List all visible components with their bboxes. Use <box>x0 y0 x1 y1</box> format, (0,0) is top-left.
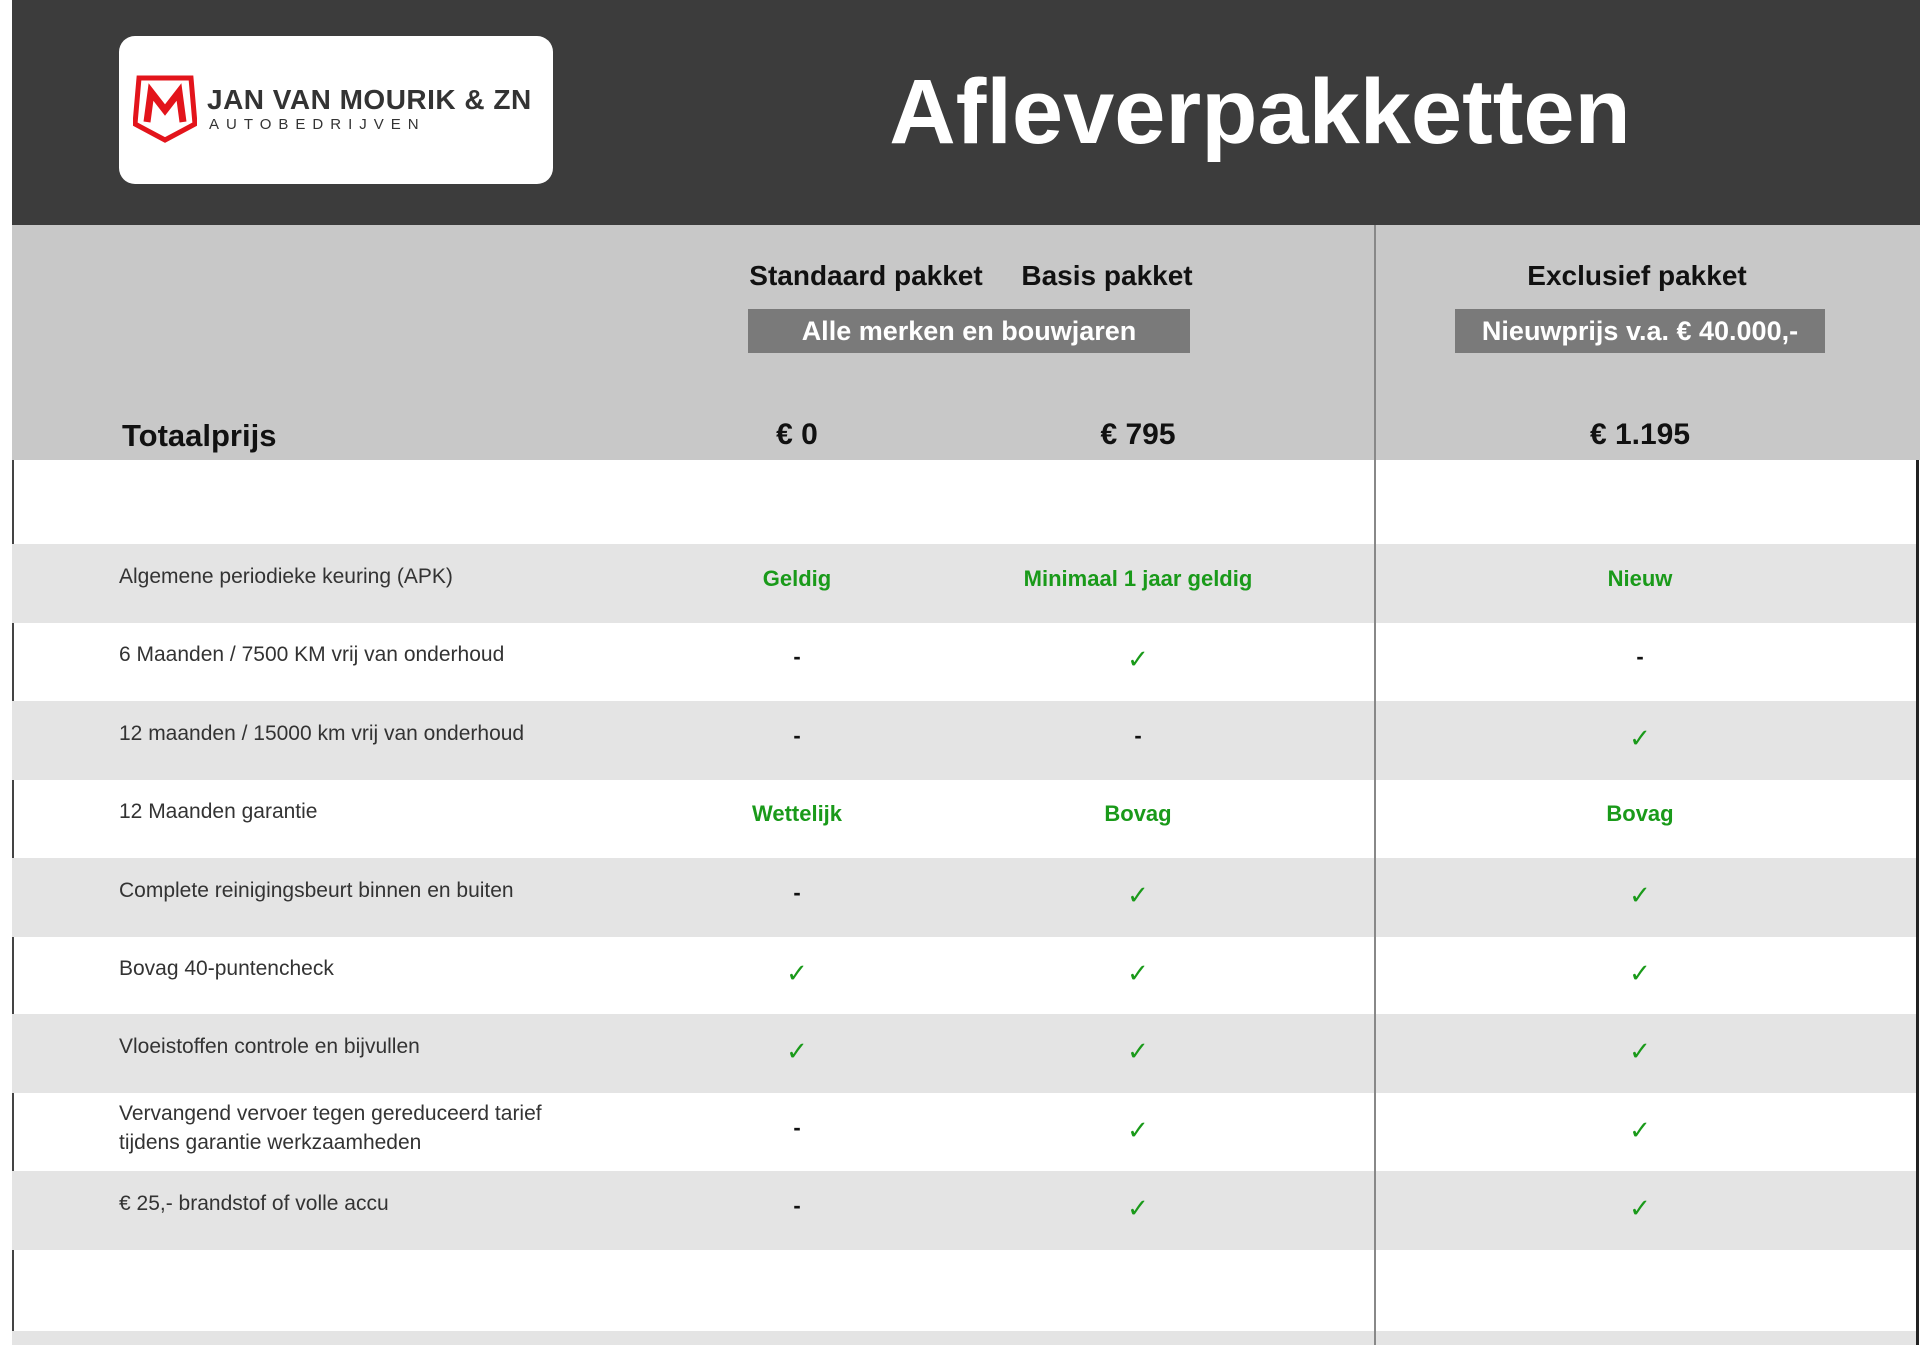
shield-logo-icon <box>133 75 197 143</box>
logo-name: JAN VAN MOURIK & ZN <box>207 84 532 115</box>
column-standaard: Standaard pakket <box>749 260 983 291</box>
row-value: Bovag <box>1606 801 1674 827</box>
check-icon: ✓ <box>1629 722 1651 753</box>
row-value: - <box>793 644 801 670</box>
table-row: Bovag 40-puntencheck ✓ ✓ ✓ <box>12 936 1917 1015</box>
row-label: € 25,- brandstof of volle accu <box>119 1192 389 1216</box>
row-value: - <box>793 879 801 905</box>
row-value: Bovag <box>1104 801 1172 827</box>
column-divider <box>1374 225 1376 1345</box>
check-icon: ✓ <box>786 1036 808 1067</box>
row-value: - <box>793 722 801 748</box>
row-value: - <box>793 1193 801 1219</box>
row-label: 12 Maanden garantie <box>119 800 318 824</box>
check-icon: ✓ <box>1127 1114 1149 1145</box>
table-row: 6 Maanden / 7500 KM vrij van onderhoud - ✓… <box>12 622 1917 701</box>
row-label: Complete reinigingsbeurt binnen en buite… <box>119 878 514 902</box>
check-icon: ✓ <box>1127 1036 1149 1067</box>
note-all-brands: Alle merken en bouwjaren <box>748 309 1190 353</box>
check-icon: ✓ <box>1629 1114 1651 1145</box>
row-label: Vervangend vervoer tegen gereduceerd tar… <box>119 1101 542 1154</box>
table-row: Complete reinigingsbeurt binnen en buite… <box>12 857 1917 937</box>
check-icon: ✓ <box>1127 958 1149 988</box>
right-border <box>1916 460 1919 1345</box>
price-standaard: € 0 <box>776 418 818 451</box>
logo-subtitle: AUTOBEDRIJVEN <box>209 116 426 133</box>
check-icon: ✓ <box>1127 1193 1149 1224</box>
total-label: Totaalprijs <box>122 418 277 453</box>
table-row: 12 maanden / 15000 km vrij van onderhoud… <box>12 700 1917 780</box>
row-value: - <box>793 1114 801 1140</box>
row-value: - <box>1636 644 1644 670</box>
table-row: € 25,- brandstof of volle accu - ✓ ✓ <box>12 1171 1917 1251</box>
check-icon: ✓ <box>1127 644 1149 675</box>
row-value: - <box>1134 722 1142 748</box>
check-icon: ✓ <box>1629 1193 1651 1224</box>
column-exclusief: Exclusief pakket <box>1527 260 1747 291</box>
row-label: 12 maanden / 15000 km vrij van onderhoud <box>119 721 525 745</box>
table-row: Vloeistoffen controle en bijvullen ✓ ✓ ✓ <box>12 1014 1917 1094</box>
row-label: Bovag 40-puntencheck <box>119 957 334 980</box>
check-icon: ✓ <box>1629 958 1651 988</box>
logo: JAN VAN MOURIK & ZN AUTOBEDRIJVEN <box>119 36 553 184</box>
price-basis: € 795 <box>1100 418 1176 451</box>
column-basis: Basis pakket <box>1021 260 1193 291</box>
bottom-stripe <box>12 1331 1917 1345</box>
row-label: 6 Maanden / 7500 KM vrij van onderhoud <box>119 643 505 667</box>
row-label: Vloeistoffen controle en bijvullen <box>119 1035 420 1059</box>
check-icon: ✓ <box>1127 879 1149 910</box>
row-value: Minimaal 1 jaar geldig <box>1023 566 1253 591</box>
table-row: 12 Maanden garantie Wettelijk Bovag Bovag <box>12 779 1917 858</box>
row-value: Wettelijk <box>751 801 843 827</box>
row-label: Algemene periodieke keuring (APK) <box>119 565 453 588</box>
check-icon: ✓ <box>1629 879 1651 910</box>
row-value: Nieuw <box>1607 566 1673 591</box>
price-exclusief: € 1.195 <box>1589 418 1691 451</box>
note-new-price: Nieuwprijs v.a. € 40.000,- <box>1455 309 1825 353</box>
page-title: Afleverpakketten <box>889 61 1631 163</box>
row-value: Geldig <box>762 566 832 591</box>
check-icon: ✓ <box>1629 1036 1651 1067</box>
table-row: Algemene periodieke keuring (APK) Geldig M… <box>12 544 1917 623</box>
check-icon: ✓ <box>786 958 808 988</box>
table-row: Vervangend vervoer tegen gereduceerd tar… <box>12 1093 1917 1172</box>
